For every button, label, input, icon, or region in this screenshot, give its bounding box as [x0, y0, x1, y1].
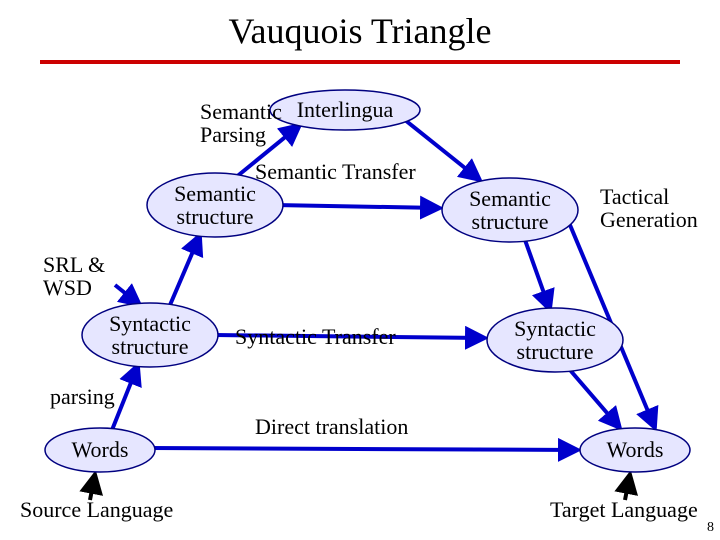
slide-number: 8 [707, 520, 714, 536]
text-line: WSD [43, 275, 92, 300]
text-line: Semantic [469, 186, 551, 211]
text-line: structure [177, 204, 254, 229]
text-line: Syntactic [109, 311, 191, 336]
text-line: structure [517, 339, 594, 364]
node-syntactic-structure-left: Syntactic structure [85, 312, 215, 358]
label-syntactic-transfer: Syntactic Transfer [235, 325, 396, 348]
node-words-left: Words [50, 438, 150, 461]
node-interlingua: Interlingua [275, 98, 415, 121]
label-source-language: Source Language [20, 498, 173, 521]
text-line: Syntactic [514, 316, 596, 341]
text-line: Parsing [200, 122, 266, 147]
node-semantic-structure-left: Semantic structure [150, 182, 280, 228]
text-line: structure [472, 209, 549, 234]
node-semantic-structure-right: Semantic structure [445, 187, 575, 233]
text-line: Semantic [174, 181, 256, 206]
label-target-language: Target Language [550, 498, 698, 521]
label-tactical-generation: Tactical Generation [600, 185, 698, 231]
label-srl-wsd: SRL & WSD [43, 253, 105, 299]
text-line: SRL & [43, 252, 105, 277]
text-line: Generation [600, 207, 698, 232]
text-line: Tactical [600, 184, 669, 209]
node-syntactic-structure-right: Syntactic structure [490, 317, 620, 363]
node-words-right: Words [585, 438, 685, 461]
text-line: Semantic [200, 99, 282, 124]
label-parsing: parsing [50, 385, 115, 408]
label-direct-translation: Direct translation [255, 415, 408, 438]
text-line: structure [112, 334, 189, 359]
label-semantic-transfer: Semantic Transfer [255, 160, 416, 183]
label-semantic-parsing: Semantic Parsing [200, 100, 282, 146]
